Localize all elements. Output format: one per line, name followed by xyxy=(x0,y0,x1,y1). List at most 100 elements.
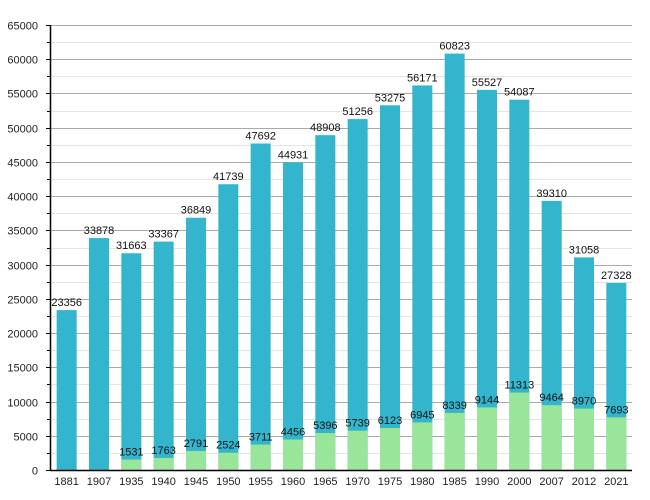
x-tick-label: 2021 xyxy=(604,476,628,488)
data-label-total-1935: 31663 xyxy=(116,240,147,252)
bar-subset-1945 xyxy=(186,450,206,470)
y-tick-label: 50000 xyxy=(7,124,38,136)
x-tick-label: 2007 xyxy=(539,476,563,488)
data-label-subset-1955: 3711 xyxy=(249,432,273,444)
bars xyxy=(56,53,627,471)
y-tick-label: 30000 xyxy=(7,261,38,273)
bar-total-1907 xyxy=(89,238,109,470)
bar-subset-1960 xyxy=(283,439,303,470)
bar-subset-1975 xyxy=(380,428,400,470)
bar-subset-1950 xyxy=(218,452,239,470)
y-tick-label: 20000 xyxy=(7,329,38,341)
bar-total-1970 xyxy=(347,119,368,470)
y-tick-label: 15000 xyxy=(7,363,38,375)
data-label-total-1980: 56171 xyxy=(407,72,438,84)
x-tick-label: 1970 xyxy=(345,476,369,488)
data-label-total-1975: 53275 xyxy=(375,92,406,104)
data-label-subset-1950: 2524 xyxy=(216,440,240,452)
data-label-total-1881: 23356 xyxy=(51,297,82,309)
data-label-total-2012: 31058 xyxy=(569,244,600,256)
data-label-subset-1975: 6123 xyxy=(378,415,402,427)
bar-total-1945 xyxy=(186,217,206,470)
x-tick-label: 1955 xyxy=(248,476,272,488)
bar-total-1975 xyxy=(380,105,400,471)
data-label-total-1945: 36849 xyxy=(181,205,212,217)
bar-total-1980 xyxy=(412,85,433,470)
data-label-subset-1990: 9144 xyxy=(475,394,499,406)
bar-total-2007 xyxy=(541,200,562,470)
data-label-total-1960: 44931 xyxy=(278,149,309,161)
data-label-subset-1965: 5396 xyxy=(313,420,337,432)
bar-total-1935 xyxy=(121,253,142,470)
y-tick-label: 40000 xyxy=(7,192,38,204)
data-label-subset-1980: 6945 xyxy=(410,409,434,421)
bar-total-1960 xyxy=(283,162,303,471)
bar-subset-1935 xyxy=(121,459,142,470)
bar-total-1940 xyxy=(153,241,174,470)
data-label-subset-1960: 4456 xyxy=(281,426,305,438)
y-tick-label: 60000 xyxy=(7,55,38,67)
x-tick-label: 1965 xyxy=(313,476,337,488)
data-label-subset-2012: 8970 xyxy=(572,396,596,408)
x-tick-label: 2000 xyxy=(507,476,531,488)
data-label-total-1955: 47692 xyxy=(245,130,276,142)
y-tick-label: 35000 xyxy=(7,226,38,238)
y-tick-label: 25000 xyxy=(7,295,38,307)
data-label-total-1970: 51256 xyxy=(342,106,373,118)
grid xyxy=(50,25,632,454)
data-label-subset-1935: 1531 xyxy=(119,447,143,459)
data-label-total-2021: 27328 xyxy=(601,270,632,282)
data-label-subset-1970: 5739 xyxy=(345,418,369,430)
data-label-total-1990: 55527 xyxy=(472,77,503,89)
x-tick-label: 1960 xyxy=(281,476,305,488)
bar-subset-1965 xyxy=(315,433,336,470)
bar-total-1955 xyxy=(250,143,271,470)
y-tick-label: 5000 xyxy=(14,432,38,444)
bar-subset-2007 xyxy=(541,405,562,470)
data-label-subset-1940: 1763 xyxy=(151,445,175,457)
data-label-total-1907: 33878 xyxy=(84,225,115,237)
data-label-total-2007: 39310 xyxy=(536,188,567,200)
bar-subset-1985 xyxy=(444,412,465,470)
x-tick-label: 1945 xyxy=(184,476,208,488)
data-label-total-2000: 54087 xyxy=(504,87,535,99)
bar-subset-1980 xyxy=(412,422,433,470)
bar-subset-1940 xyxy=(153,457,174,470)
bar-total-1965 xyxy=(315,135,336,470)
x-tick-label: 1980 xyxy=(410,476,434,488)
data-label-subset-2000: 11313 xyxy=(504,380,534,392)
x-tick-label: 1935 xyxy=(119,476,143,488)
bar-total-1985 xyxy=(444,53,465,471)
bar-subset-1990 xyxy=(477,407,497,470)
x-tick-label: 1881 xyxy=(54,476,78,488)
x-tick-label: 1940 xyxy=(151,476,175,488)
bar-total-2000 xyxy=(509,99,530,471)
y-tick-label: 45000 xyxy=(7,158,38,170)
bar-subset-2021 xyxy=(606,417,627,470)
x-tick-label: 1907 xyxy=(87,476,111,488)
data-label-subset-2007: 9464 xyxy=(539,392,563,404)
y-tick-label: 10000 xyxy=(7,398,38,410)
bar-subset-2000 xyxy=(509,392,530,470)
data-label-total-1940: 33367 xyxy=(148,229,179,241)
data-label-subset-1945: 2791 xyxy=(184,438,208,450)
bar-subset-1955 xyxy=(250,444,271,470)
bar-subset-2012 xyxy=(574,408,594,470)
x-tick-label: 1990 xyxy=(475,476,499,488)
data-label-total-1985: 60823 xyxy=(439,41,470,53)
y-tick-label: 65000 xyxy=(7,21,38,33)
x-tick-label: 1975 xyxy=(378,476,402,488)
bar-total-1950 xyxy=(218,184,239,470)
x-tick-label: 1950 xyxy=(216,476,240,488)
data-label-subset-2021: 7693 xyxy=(604,404,628,416)
axes: 0 5000 10000 15000 20000 25000 30000 35000 40000… xyxy=(7,21,632,488)
bar-total-1881 xyxy=(56,310,77,470)
x-tick-label: 2012 xyxy=(572,476,596,488)
x-tick-label: 1985 xyxy=(442,476,466,488)
bar-subset-1970 xyxy=(347,430,368,470)
bar-total-1990 xyxy=(477,89,497,471)
data-label-total-1950: 41739 xyxy=(213,171,244,183)
y-tick-label: 0 xyxy=(32,466,38,478)
